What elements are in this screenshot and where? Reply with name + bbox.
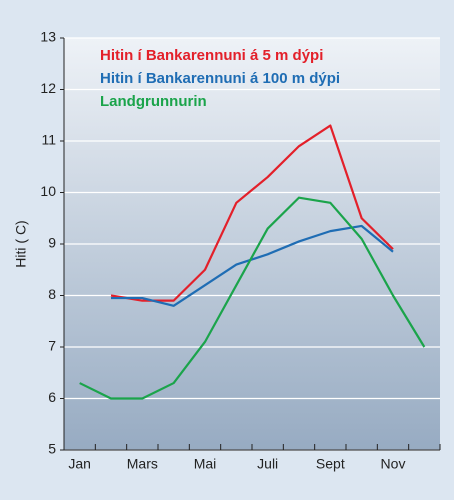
y-tick-label: 10 — [40, 183, 56, 199]
x-tick-label: Juli — [257, 456, 278, 472]
y-axis-label: Hiti ( C) — [13, 220, 29, 267]
x-tick-label: Mars — [127, 456, 158, 472]
line-series — [110, 124, 394, 302]
legend-entry: Landgrunnurin — [100, 93, 207, 110]
y-tick-label: 13 — [40, 29, 56, 45]
y-tick-label: 5 — [48, 441, 56, 457]
y-tick-label: 11 — [41, 132, 56, 148]
x-tick-label: Jan — [68, 456, 91, 472]
legend-entry: Hitin í Bankarennuni á 100 m dýpi — [100, 70, 340, 87]
x-tick-label: Mai — [194, 456, 217, 472]
legend-entry: Hitin í Bankarennuni á 5 m dýpi — [100, 47, 323, 64]
y-tick-label: 6 — [48, 389, 56, 405]
y-tick-label: 8 — [48, 286, 56, 302]
x-tick-label: Nov — [381, 456, 406, 472]
line-series — [79, 196, 426, 400]
x-tick-label: Sept — [316, 456, 345, 472]
y-tick-label: 9 — [48, 235, 56, 251]
y-tick-label: 12 — [40, 80, 56, 96]
line-series — [111, 224, 394, 307]
y-tick-label: 7 — [48, 338, 56, 354]
